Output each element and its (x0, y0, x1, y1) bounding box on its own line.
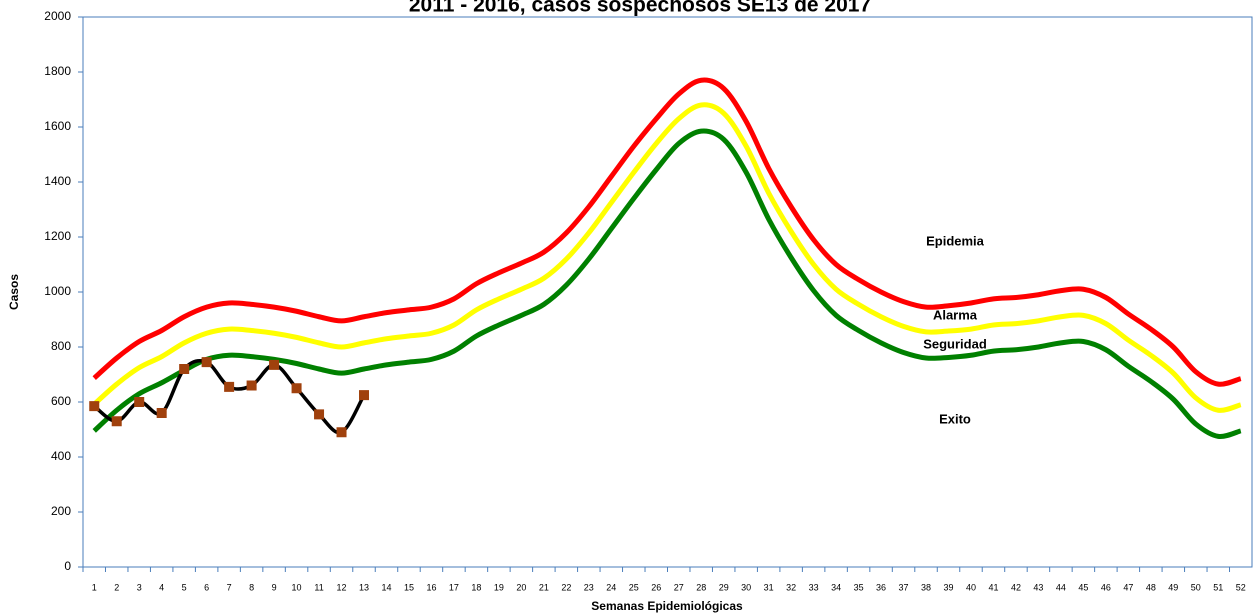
x-tick-label: 37 (899, 582, 909, 592)
x-tick-label: 41 (988, 582, 998, 592)
data-point (359, 390, 370, 401)
y-tick-label: 1200 (44, 229, 71, 243)
x-tick-label: 27 (674, 582, 684, 592)
x-tick-label: 12 (337, 582, 347, 592)
x-tick-label: 1 (92, 582, 97, 592)
data-point (111, 416, 122, 427)
x-tick-label: 48 (1146, 582, 1156, 592)
data-point (269, 359, 280, 370)
data-point (201, 357, 212, 368)
x-tick-label: 14 (381, 582, 391, 592)
y-tick-label: 600 (51, 394, 71, 408)
x-tick-label: 33 (809, 582, 819, 592)
x-tick-label: 3 (137, 582, 142, 592)
x-tick-label: 39 (944, 582, 954, 592)
x-tick-label: 2 (114, 582, 119, 592)
x-tick-label: 19 (494, 582, 504, 592)
y-tick-label: 800 (51, 339, 71, 353)
x-tick-label: 26 (651, 582, 661, 592)
data-point (336, 427, 347, 438)
x-tick-label: 52 (1236, 582, 1246, 592)
x-tick-label: 31 (764, 582, 774, 592)
x-tick-label: 44 (1056, 582, 1066, 592)
x-tick-label: 40 (966, 582, 976, 592)
data-point (179, 364, 190, 374)
x-tick-label: 43 (1033, 582, 1043, 592)
x-tick-label: 20 (516, 582, 526, 592)
x-tick-label: 16 (426, 582, 436, 592)
x-tick-label: 46 (1101, 582, 1111, 592)
x-tick-label: 13 (359, 582, 369, 592)
x-tick-label: 9 (272, 582, 277, 592)
zone-label: Exito (939, 411, 971, 426)
x-tick-label: 34 (831, 582, 841, 592)
x-tick-label: 18 (471, 582, 481, 592)
data-point (156, 408, 167, 418)
x-tick-label: 51 (1213, 582, 1223, 592)
x-tick-label: 47 (1123, 582, 1133, 592)
zone-label: Epidemia (926, 233, 985, 248)
x-tick-label: 11 (314, 582, 323, 592)
x-tick-label: 50 (1191, 582, 1201, 592)
data-point (89, 401, 100, 412)
x-tick-label: 25 (629, 582, 639, 592)
data-point (134, 397, 145, 407)
y-axis-title: Casos (7, 274, 21, 310)
y-tick-label: 2000 (44, 9, 71, 23)
x-tick-label: 36 (876, 582, 886, 592)
x-tick-label: 35 (854, 582, 864, 592)
zone-label: Seguridad (923, 336, 987, 351)
x-tick-label: 5 (182, 582, 187, 592)
x-tick-label: 23 (584, 582, 594, 592)
x-tick-label: 45 (1078, 582, 1088, 592)
data-point (314, 409, 325, 420)
x-tick-label: 38 (921, 582, 931, 592)
data-point (224, 381, 235, 392)
x-tick-label: 30 (741, 582, 751, 592)
chart-title: 2011 - 2016, casos sospechosos SE13 de 2… (409, 0, 871, 17)
x-tick-label: 15 (404, 582, 414, 592)
x-tick-label: 28 (696, 582, 706, 592)
y-tick-label: 0 (64, 559, 71, 573)
y-tick-label: 1400 (44, 174, 71, 188)
x-axis-title: Semanas Epidemiológicas (591, 599, 743, 613)
x-tick-label: 4 (159, 582, 164, 592)
x-tick-label: 22 (561, 582, 571, 592)
y-tick-label: 1000 (44, 284, 71, 298)
y-tick-label: 1800 (44, 64, 71, 78)
series-line (92, 128, 1242, 440)
series-line (92, 77, 1242, 387)
x-tick-label: 10 (292, 582, 302, 592)
x-tick-label: 8 (249, 582, 254, 592)
x-tick-label: 24 (606, 582, 616, 592)
y-tick-label: 400 (51, 449, 71, 463)
x-tick-label: 29 (719, 582, 729, 592)
data-point (246, 380, 257, 391)
x-tick-label: 42 (1011, 582, 1021, 592)
y-tick-label: 200 (51, 504, 71, 518)
x-tick-label: 49 (1168, 582, 1178, 592)
data-point (291, 383, 302, 394)
x-tick-label: 7 (227, 582, 232, 592)
series-line (92, 102, 1242, 413)
x-tick-label: 32 (786, 582, 796, 592)
x-tick-label: 21 (539, 582, 549, 592)
x-tick-label: 6 (204, 582, 209, 592)
plot-frame (82, 16, 1253, 568)
zone-label: Alarma (933, 307, 978, 322)
x-tick-label: 17 (449, 582, 459, 592)
y-tick-label: 1600 (44, 119, 71, 133)
